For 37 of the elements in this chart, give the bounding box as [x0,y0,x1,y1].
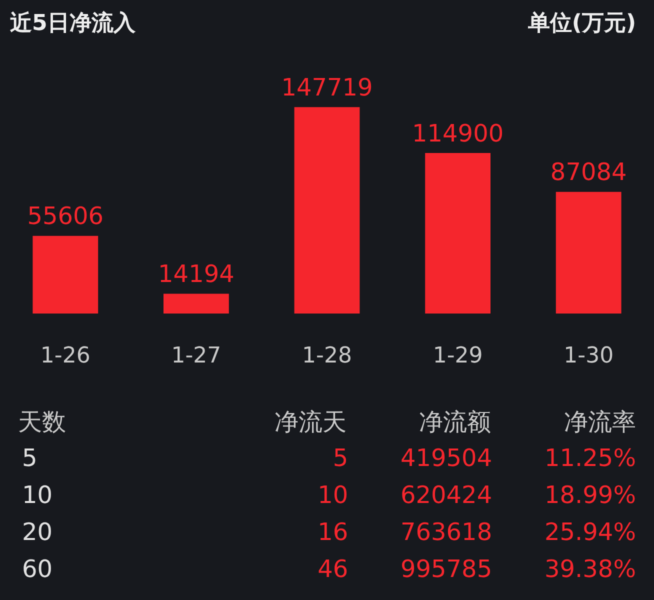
category-label: 天数 [18,407,67,438]
x-tick-label: 1-29 [432,344,483,369]
text: 39.38% [544,555,636,583]
text: 单位(万元) [528,10,636,38]
text: 18.99% [544,481,636,509]
bar [164,294,229,314]
category-label: 净流额 [418,407,492,438]
text: 995785 [400,555,492,583]
text: 10 [22,481,53,509]
category-label: 净流天 [273,407,346,438]
text: 419504 [400,444,492,472]
text: 16 [318,518,348,546]
text: 5 [332,444,348,472]
text: 5 [22,444,38,472]
text: 11.25% [544,444,636,472]
category-label: 净流率 [563,407,636,438]
text: 46 [318,555,348,583]
text: 763618 [400,518,492,546]
data-label: 87084 [550,158,627,186]
data-label: 114900 [412,119,504,148]
x-tick-label: 1-26 [40,344,90,369]
data-label: 147719 [281,73,373,102]
bar [294,107,360,314]
text: 20 [22,518,53,546]
text: 10 [318,481,348,509]
bar [32,236,98,314]
text: 60 [22,555,53,583]
bar [556,192,622,314]
x-tick-label: 1-27 [171,344,222,369]
data-label: 55606 [27,202,104,230]
data-label: 14194 [158,260,234,288]
text: 25.94% [544,518,636,546]
x-tick-label: 1-28 [302,344,352,369]
text: 620424 [400,481,492,509]
bar [425,153,490,314]
chart-title: 近5日净流入 [10,10,136,38]
x-tick-label: 1-30 [564,344,614,369]
